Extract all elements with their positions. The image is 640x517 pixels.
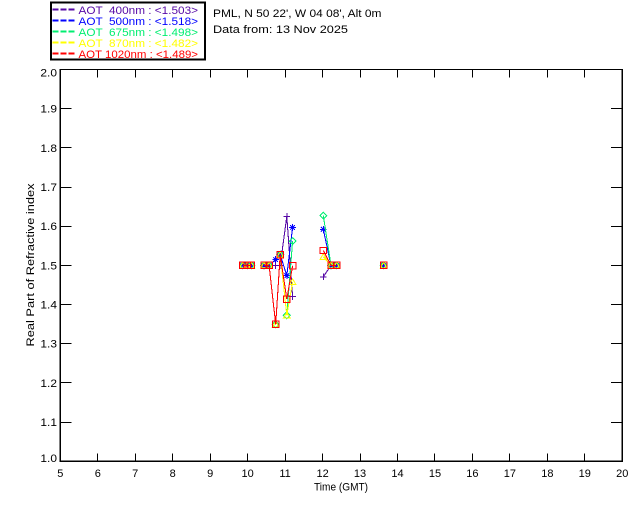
svg-text:8: 8 <box>170 468 176 480</box>
svg-text:1.5: 1.5 <box>40 260 57 272</box>
svg-text:AOT 500nm : <1.518>: AOT 500nm : <1.518> <box>79 16 199 28</box>
svg-text:1.7: 1.7 <box>40 182 57 194</box>
svg-text:17: 17 <box>504 468 516 480</box>
svg-text:9: 9 <box>207 468 213 480</box>
svg-text:PML, N 50 22', W 04 08', Alt 0: PML, N 50 22', W 04 08', Alt 0m <box>213 8 382 20</box>
svg-text:12: 12 <box>316 468 328 480</box>
svg-text:Real Part of Refractive index: Real Part of Refractive index <box>25 183 37 347</box>
svg-text:18: 18 <box>541 468 553 480</box>
svg-text:5: 5 <box>57 468 63 480</box>
svg-text:16: 16 <box>466 468 478 480</box>
svg-text:1.0: 1.0 <box>40 453 57 465</box>
svg-text:1.3: 1.3 <box>40 339 57 351</box>
svg-text:19: 19 <box>579 468 591 480</box>
svg-text:1.1: 1.1 <box>40 417 57 429</box>
svg-text:20: 20 <box>616 468 628 480</box>
svg-text:15: 15 <box>429 468 441 480</box>
svg-text:AOT 1020nm : <1.489>: AOT 1020nm : <1.489> <box>79 49 199 61</box>
svg-text:11: 11 <box>279 468 290 480</box>
svg-text:1.2: 1.2 <box>40 378 57 390</box>
svg-text:AOT 870nm : <1.482>: AOT 870nm : <1.482> <box>79 38 199 50</box>
svg-text:1.6: 1.6 <box>40 221 57 233</box>
svg-text:AOT 675nm : <1.498>: AOT 675nm : <1.498> <box>79 27 199 39</box>
svg-text:6: 6 <box>95 468 101 480</box>
svg-text:1.4: 1.4 <box>40 300 57 312</box>
svg-text:1.8: 1.8 <box>40 143 57 155</box>
svg-text:7: 7 <box>132 468 138 480</box>
svg-text:Time (GMT): Time (GMT) <box>314 482 368 494</box>
svg-text:2.0: 2.0 <box>40 68 57 80</box>
svg-text:14: 14 <box>391 468 403 480</box>
svg-text:AOT 400nm : <1.503>: AOT 400nm : <1.503> <box>79 5 199 17</box>
svg-text:13: 13 <box>354 468 366 480</box>
svg-text:Data from: 13 Nov 2025: Data from: 13 Nov 2025 <box>213 24 348 36</box>
svg-text:10: 10 <box>241 468 253 480</box>
svg-text:1.9: 1.9 <box>40 104 57 116</box>
